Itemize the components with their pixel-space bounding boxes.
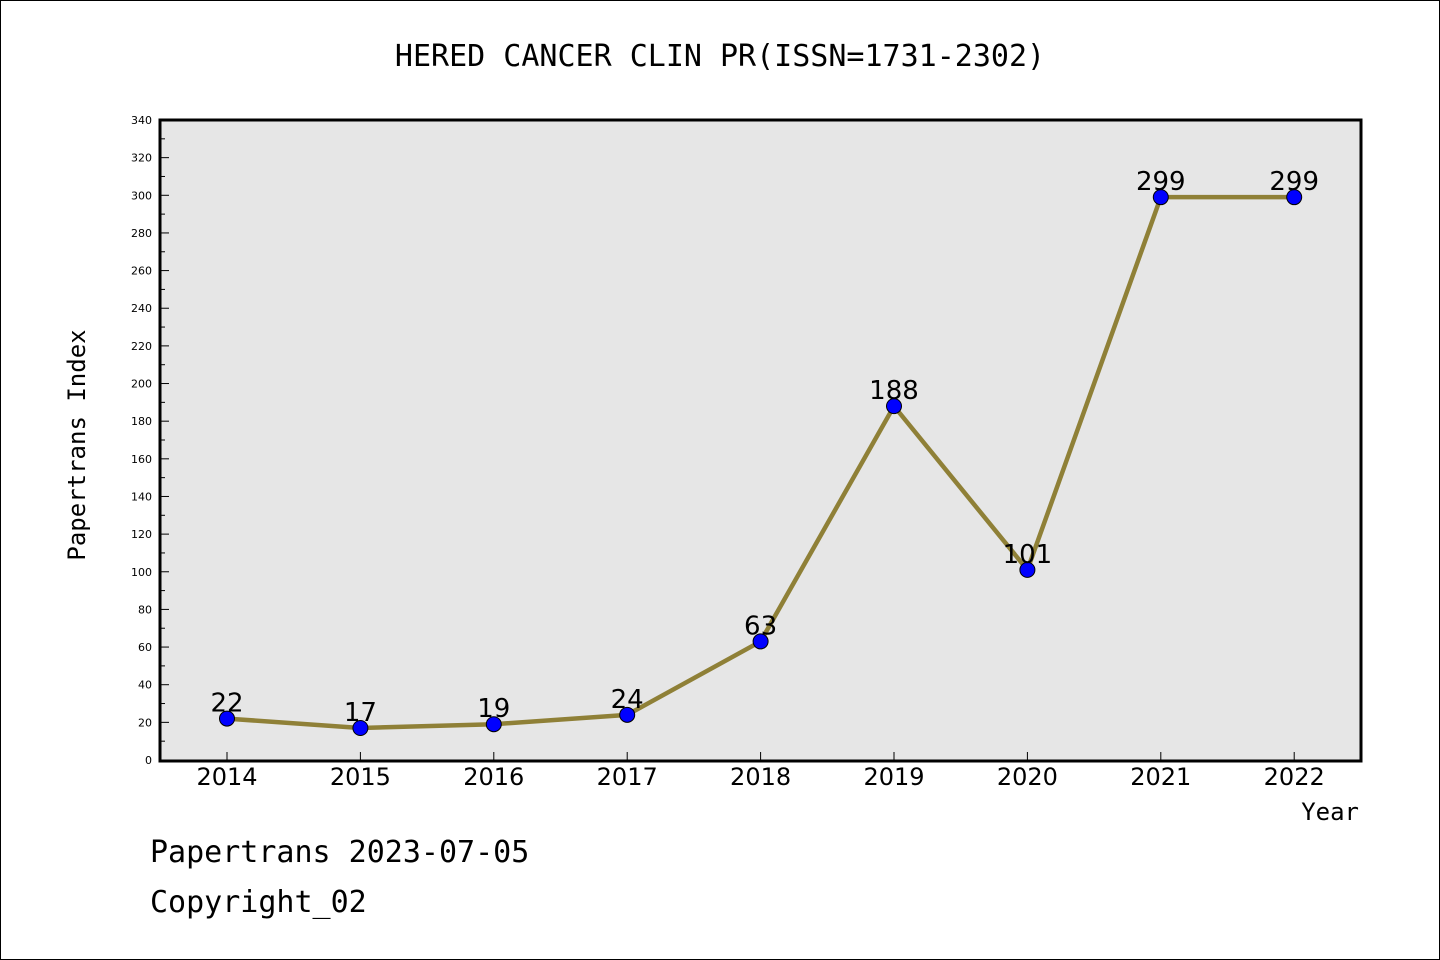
series-layer xyxy=(219,189,1303,736)
data-point xyxy=(352,720,369,736)
y-tick-label: 280 xyxy=(131,227,152,240)
x-axis: 2014 2015 2016 2017 2018 2019 2020 2021 2022 xyxy=(196,752,1325,791)
y-tick-label: 160 xyxy=(131,453,152,466)
y-tick-label: 180 xyxy=(131,415,152,428)
data-point xyxy=(1019,561,1036,578)
data-label: 101 xyxy=(1003,540,1053,570)
data-label: 299 xyxy=(1269,167,1319,197)
y-tick-label: 120 xyxy=(131,528,152,541)
data-point xyxy=(752,633,769,650)
y-axis-title: Papertrans Index xyxy=(63,329,91,560)
y-tick-label: 340 xyxy=(131,114,152,127)
data-label: 22 xyxy=(210,689,243,719)
x-axis-title: Year xyxy=(1301,798,1359,826)
y-tick-label: 220 xyxy=(131,340,152,353)
plot-area xyxy=(160,120,1361,761)
data-point xyxy=(886,398,902,415)
chart-title: HERED CANCER CLIN PR(ISSN=1731-2302) xyxy=(395,39,1045,74)
data-point xyxy=(619,706,636,723)
data-label: 17 xyxy=(344,698,377,728)
data-label: 19 xyxy=(477,694,510,724)
data-label: 24 xyxy=(611,685,644,715)
x-tick-label: 2018 xyxy=(730,763,791,791)
y-tick-label: 100 xyxy=(131,566,152,579)
x-tick-label: 2014 xyxy=(196,763,257,791)
data-label-layer: 22 17 19 24 63 188 101 299 299 xyxy=(210,167,1319,728)
data-label: 63 xyxy=(744,611,777,641)
plot-border xyxy=(158,118,1363,763)
footer-date: Papertrans 2023-07-05 xyxy=(150,835,530,870)
data-label: 299 xyxy=(1136,167,1186,197)
y-tick-label: 320 xyxy=(131,152,152,165)
y-tick-label: 40 xyxy=(138,679,152,692)
y-tick-label: 140 xyxy=(131,490,152,503)
footer-copyright: Copyright_02 xyxy=(150,885,367,920)
x-tick-label: 2020 xyxy=(997,763,1058,791)
y-tick-label: 60 xyxy=(138,641,152,654)
data-point xyxy=(1152,189,1169,206)
y-tick-label: 240 xyxy=(131,302,152,315)
y-tick-label: 260 xyxy=(131,265,152,278)
y-axis: 0 20 40 60 80 100 120 140 160 180 200 220 240 260 280 3… xyxy=(131,114,169,767)
x-tick-label: 2022 xyxy=(1264,763,1325,791)
x-tick-label: 2017 xyxy=(597,763,658,791)
y-tick-label: 0 xyxy=(145,754,152,767)
data-point xyxy=(485,716,502,733)
y-tick-label: 80 xyxy=(138,603,152,616)
data-label: 188 xyxy=(869,376,919,406)
y-tick-label: 20 xyxy=(138,716,152,729)
y-tick-label: 200 xyxy=(131,378,152,391)
x-tick-label: 2016 xyxy=(463,763,524,791)
data-point xyxy=(219,710,235,727)
x-tick-label: 2021 xyxy=(1130,763,1191,791)
data-point xyxy=(1286,189,1303,206)
x-tick-label: 2019 xyxy=(863,763,924,791)
x-tick-label: 2015 xyxy=(330,763,391,791)
y-tick-label: 300 xyxy=(131,189,152,202)
